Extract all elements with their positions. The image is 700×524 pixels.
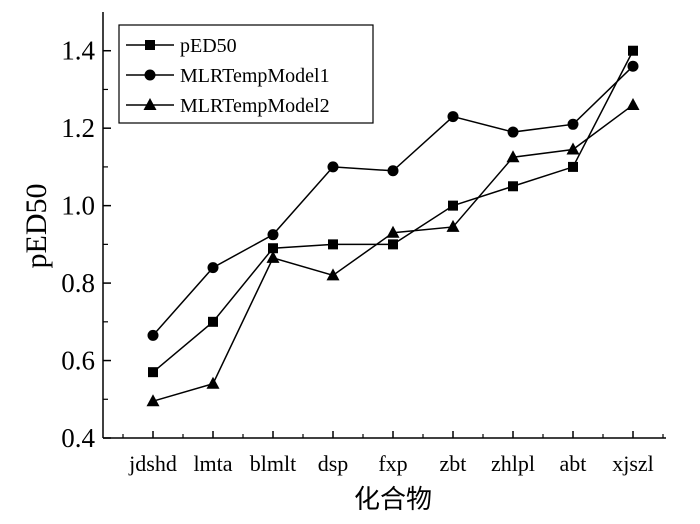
legend: pED50 MLRTempModel1 MLRTempModel2	[118, 24, 374, 124]
data-point	[266, 250, 280, 263]
data-point	[327, 161, 339, 173]
data-point	[566, 142, 580, 155]
y-tick-label: 0.4	[61, 423, 95, 453]
legend-box	[118, 24, 374, 124]
x-tick-label: fxp	[378, 451, 407, 476]
data-point	[146, 394, 160, 407]
data-point	[326, 268, 340, 281]
data-point	[328, 239, 338, 250]
x-tick-label: dsp	[318, 451, 349, 476]
legend-label: MLRTempModel2	[180, 95, 330, 117]
y-tick-label: 1.0	[61, 191, 95, 221]
data-point	[268, 243, 278, 254]
x-tick-label: blmlt	[250, 451, 296, 476]
legend-marker	[143, 98, 157, 110]
data-point	[267, 229, 279, 241]
series-circle	[147, 60, 639, 341]
x-tick-label: lmta	[193, 451, 232, 476]
y-axis-title: pED50	[20, 184, 53, 269]
data-point	[628, 45, 638, 56]
data-point	[567, 118, 579, 130]
data-point	[386, 225, 400, 238]
x-tick-label: zhlpl	[491, 451, 535, 476]
legend-label: MLRTempModel1	[180, 65, 330, 87]
legend-marker	[145, 40, 155, 50]
data-point	[506, 150, 520, 163]
data-point	[448, 200, 458, 211]
legend-item: MLRTempModel1	[126, 65, 330, 87]
data-point	[447, 111, 459, 123]
y-tick-label: 0.8	[61, 268, 95, 298]
y-tick-label: 1.4	[61, 36, 95, 66]
y-tick-label: 0.6	[61, 346, 95, 376]
data-point	[388, 239, 398, 250]
series-triangle	[146, 97, 640, 407]
plot-area	[102, 12, 666, 439]
y-tick-label: 1.2	[61, 113, 95, 143]
legend-marker	[144, 69, 156, 81]
x-axis-title: 化合物	[354, 485, 432, 514]
data-point	[568, 161, 578, 172]
data-point	[206, 376, 220, 389]
data-point	[626, 97, 640, 110]
legend-item: MLRTempModel2	[126, 95, 330, 117]
x-tick-label: jdshd	[128, 451, 177, 476]
data-point	[387, 165, 399, 177]
data-point	[147, 329, 159, 341]
data-point	[148, 367, 158, 378]
data-point	[446, 219, 460, 232]
series-layer	[146, 45, 640, 407]
legend-item: pED50	[126, 35, 237, 57]
data-point	[207, 262, 219, 274]
x-tick-label: xjszl	[612, 451, 654, 476]
data-point	[627, 60, 639, 72]
x-tick-label: zbt	[440, 451, 467, 476]
series-square	[148, 45, 638, 378]
legend-label: pED50	[180, 35, 237, 57]
data-point	[507, 126, 519, 138]
x-axis: jdshd lmta blmlt dsp fxp zbt zhlpl abt xjszl	[122, 431, 664, 476]
y-axis: 0.4 0.6 0.8 1.0 1.2 1.4	[61, 36, 111, 453]
series-line	[152, 104, 634, 402]
data-point	[208, 316, 218, 327]
x-tick-label: abt	[560, 451, 587, 476]
data-point	[508, 181, 518, 192]
